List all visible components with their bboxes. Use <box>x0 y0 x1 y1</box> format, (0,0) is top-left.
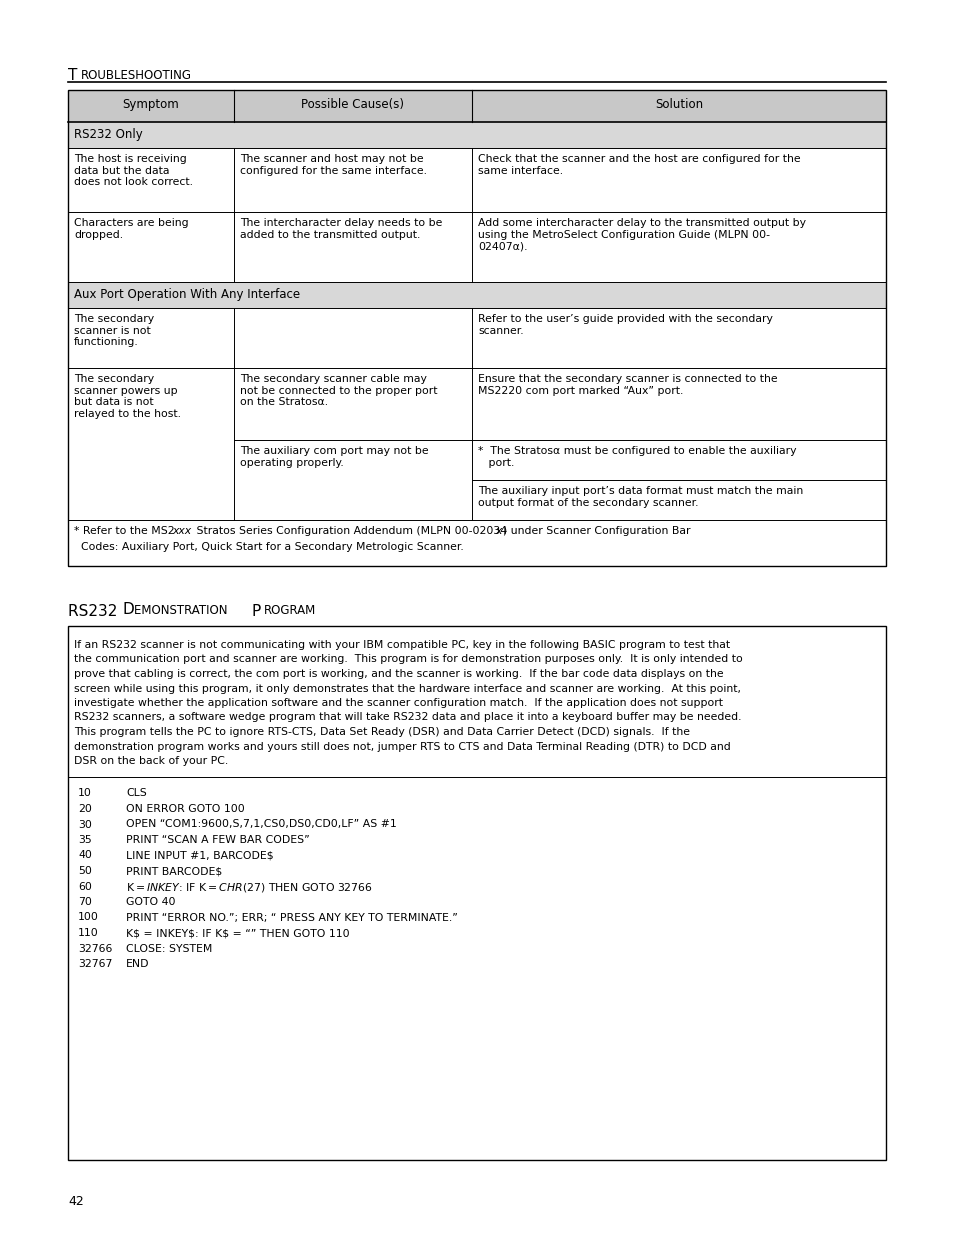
Text: DSR on the back of your PC.: DSR on the back of your PC. <box>74 756 228 766</box>
Text: Check that the scanner and the host are configured for the
same interface.: Check that the scanner and the host are … <box>477 154 800 175</box>
Text: The auxiliary input port’s data format must match the main
output format of the : The auxiliary input port’s data format m… <box>477 487 802 508</box>
Text: CLOSE: SYSTEM: CLOSE: SYSTEM <box>126 944 213 953</box>
Text: This program tells the PC to ignore RTS-CTS, Data Set Ready (DSR) and Data Carri: This program tells the PC to ignore RTS-… <box>74 727 689 737</box>
Text: D: D <box>123 603 134 618</box>
Text: The secondary
scanner powers up
but data is not
relayed to the host.: The secondary scanner powers up but data… <box>74 374 181 419</box>
Text: Possible Cause(s): Possible Cause(s) <box>301 98 404 111</box>
Text: screen while using this program, it only demonstrates that the hardware interfac: screen while using this program, it only… <box>74 683 740 694</box>
Text: 70: 70 <box>78 897 91 906</box>
Text: The host is receiving
data but the data
does not look correct.: The host is receiving data but the data … <box>74 154 193 188</box>
Text: The intercharacter delay needs to be
added to the transmitted output.: The intercharacter delay needs to be add… <box>240 219 442 240</box>
Text: Ensure that the secondary scanner is connected to the
MS2220 com port marked “Au: Ensure that the secondary scanner is con… <box>477 374 777 395</box>
Text: 35: 35 <box>78 835 91 845</box>
Text: Solution: Solution <box>655 98 702 111</box>
Text: xxx: xxx <box>172 526 191 536</box>
Text: K$ = INKEY$: IF K$ = CHR$(27) THEN GOTO 32766: K$ = INKEY$: IF K$ = CHR$(27) THEN GOTO … <box>126 882 373 894</box>
Text: K$ = INKEY$: IF K$ = “” THEN GOTO 110: K$ = INKEY$: IF K$ = “” THEN GOTO 110 <box>126 927 349 939</box>
Text: The secondary
scanner is not
functioning.: The secondary scanner is not functioning… <box>74 314 154 347</box>
Text: LINE INPUT #1, BARCODE$: LINE INPUT #1, BARCODE$ <box>126 851 274 861</box>
Text: RS232 Only: RS232 Only <box>74 128 143 141</box>
Text: CLS: CLS <box>126 788 147 799</box>
Text: Codes: Auxiliary Port, Quick Start for a Secondary Metrologic Scanner.: Codes: Auxiliary Port, Quick Start for a… <box>74 542 463 552</box>
Text: PRINT “SCAN A FEW BAR CODES”: PRINT “SCAN A FEW BAR CODES” <box>126 835 310 845</box>
Text: Characters are being
dropped.: Characters are being dropped. <box>74 219 189 240</box>
Text: 32766: 32766 <box>78 944 112 953</box>
Text: Symptom: Symptom <box>123 98 179 111</box>
Text: 100: 100 <box>78 913 99 923</box>
Text: ) under Scanner Configuration Bar: ) under Scanner Configuration Bar <box>502 526 690 536</box>
Text: The scanner and host may not be
configured for the same interface.: The scanner and host may not be configur… <box>240 154 427 175</box>
Text: 60: 60 <box>78 882 91 892</box>
Bar <box>68 626 885 1160</box>
Text: x: x <box>495 526 501 536</box>
Text: 20: 20 <box>78 804 91 814</box>
Text: demonstration program works and yours still does not, jumper RTS to CTS and Data: demonstration program works and yours st… <box>74 741 730 752</box>
Bar <box>68 282 885 308</box>
Text: Aux Port Operation With Any Interface: Aux Port Operation With Any Interface <box>74 288 300 301</box>
Text: ROGRAM: ROGRAM <box>264 604 315 618</box>
Text: investigate whether the application software and the scanner configuration match: investigate whether the application soft… <box>74 698 722 708</box>
Text: ON ERROR GOTO 100: ON ERROR GOTO 100 <box>126 804 245 814</box>
Text: 32767: 32767 <box>78 960 112 969</box>
Text: T: T <box>68 68 77 83</box>
Text: ROUBLESHOOTING: ROUBLESHOOTING <box>81 69 192 82</box>
Bar <box>68 90 885 566</box>
Text: Stratos Series Configuration Addendum (MLPN 00-02034: Stratos Series Configuration Addendum (M… <box>193 526 507 536</box>
Text: If an RS232 scanner is not communicating with your IBM compatible PC, key in the: If an RS232 scanner is not communicating… <box>74 640 729 650</box>
Text: GOTO 40: GOTO 40 <box>126 897 175 906</box>
Text: The secondary scanner cable may
not be connected to the proper port
on the Strat: The secondary scanner cable may not be c… <box>240 374 437 408</box>
Text: 42: 42 <box>68 1195 84 1208</box>
Text: END: END <box>126 960 150 969</box>
Bar <box>68 122 885 148</box>
Text: Refer to the user’s guide provided with the secondary
scanner.: Refer to the user’s guide provided with … <box>477 314 772 336</box>
Text: RS232 scanners, a software wedge program that will take RS232 data and place it : RS232 scanners, a software wedge program… <box>74 713 740 722</box>
Text: 30: 30 <box>78 820 91 830</box>
Text: *  The Stratosα must be configured to enable the auxiliary
   port.: * The Stratosα must be configured to ena… <box>477 446 796 468</box>
Bar <box>68 90 885 122</box>
Text: 110: 110 <box>78 927 99 939</box>
Text: 50: 50 <box>78 866 91 876</box>
Text: 40: 40 <box>78 851 91 861</box>
Text: OPEN “COM1:9600,S,7,1,CS0,DS0,CD0,LF” AS #1: OPEN “COM1:9600,S,7,1,CS0,DS0,CD0,LF” AS… <box>126 820 396 830</box>
Text: 10: 10 <box>78 788 91 799</box>
Text: PRINT BARCODE$: PRINT BARCODE$ <box>126 866 222 876</box>
Text: the communication port and scanner are working.  This program is for demonstrati: the communication port and scanner are w… <box>74 655 742 664</box>
Text: The auxiliary com port may not be
operating properly.: The auxiliary com port may not be operat… <box>240 446 428 468</box>
Text: P: P <box>252 604 261 619</box>
Text: PRINT “ERROR NO.”; ERR; “ PRESS ANY KEY TO TERMINATE.”: PRINT “ERROR NO.”; ERR; “ PRESS ANY KEY … <box>126 913 457 923</box>
Text: Add some intercharacter delay to the transmitted output by
using the MetroSelect: Add some intercharacter delay to the tra… <box>477 219 805 251</box>
Text: EMONSTRATION: EMONSTRATION <box>133 604 231 618</box>
Text: prove that cabling is correct, the com port is working, and the scanner is worki: prove that cabling is correct, the com p… <box>74 669 723 679</box>
Text: * Refer to the MS2: * Refer to the MS2 <box>74 526 174 536</box>
Text: RS232: RS232 <box>68 604 122 619</box>
